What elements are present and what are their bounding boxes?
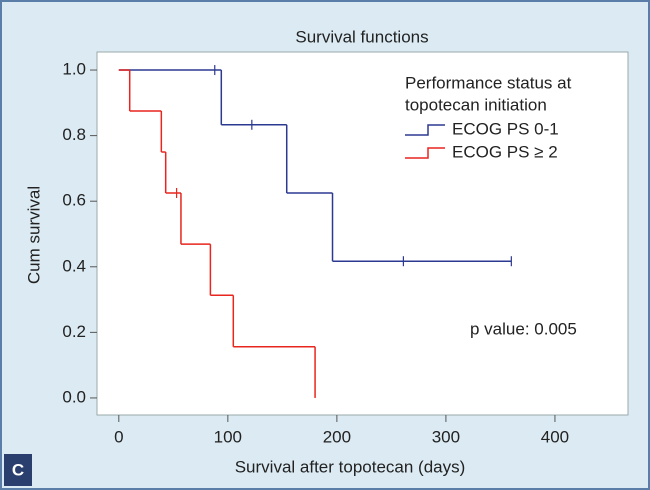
chart-title: Survival functions	[295, 27, 428, 46]
legend-marker	[405, 124, 445, 136]
legend-label: ECOG PS ≥ 2	[452, 142, 558, 161]
x-tick-label: 0	[114, 427, 123, 446]
legend-label: ECOG PS 0-1	[452, 119, 559, 138]
plot-area	[96, 51, 629, 416]
y-tick-label: 0.2	[62, 322, 86, 341]
panel-label: C	[12, 460, 24, 479]
x-tick-label: 200	[323, 427, 351, 446]
x-tick-label: 100	[214, 427, 242, 446]
x-tick-label: 300	[432, 427, 460, 446]
annotation: p value: 0.005	[470, 319, 577, 338]
y-tick-label: 0.0	[62, 387, 86, 406]
legend-title: Performance status at	[405, 73, 572, 92]
x-axis-label: Survival after topotecan (days)	[235, 457, 466, 476]
y-axis-label: Cum survival	[24, 186, 43, 284]
y-tick-label: 1.0	[62, 60, 86, 79]
y-tick-label: 0.8	[62, 125, 86, 144]
legend-marker	[405, 147, 445, 159]
x-tick-label: 400	[541, 427, 569, 446]
y-tick-label: 0.6	[62, 191, 86, 210]
y-tick-label: 0.4	[62, 256, 86, 275]
legend-title: topotecan initiation	[405, 95, 547, 114]
panel-label-box	[4, 454, 32, 486]
